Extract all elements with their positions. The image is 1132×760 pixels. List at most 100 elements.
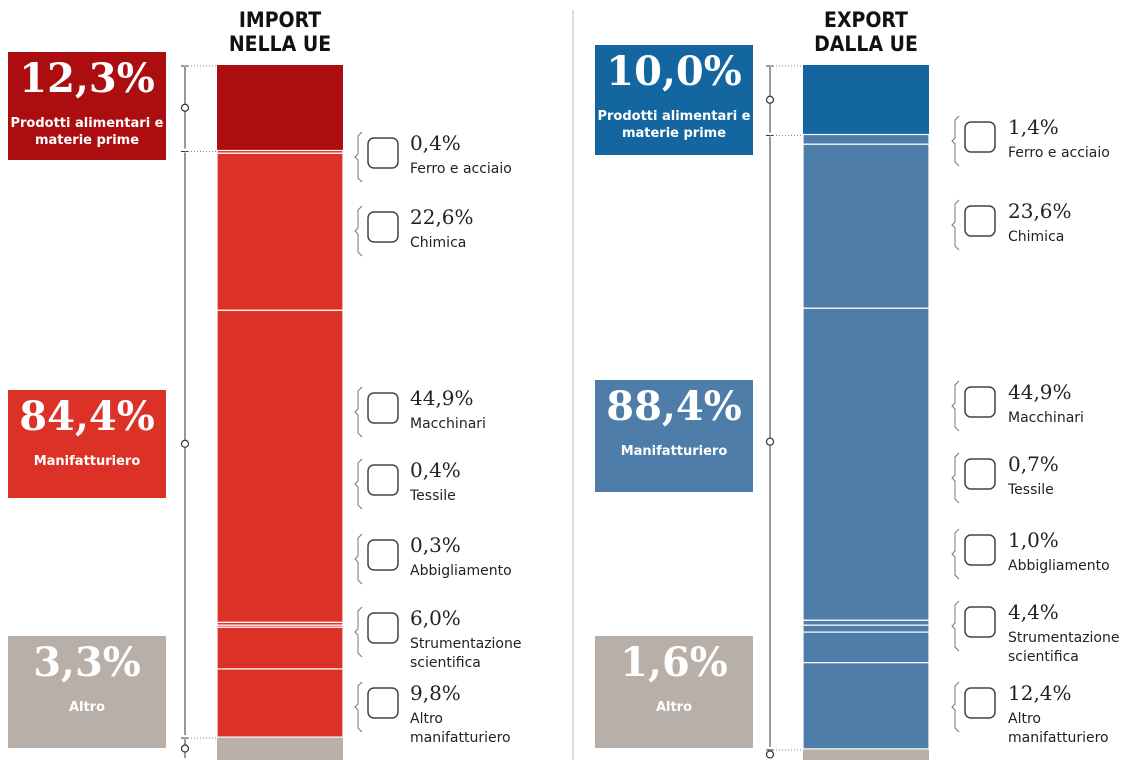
icon bbox=[367, 464, 399, 496]
segment-name-box: Strumentazione scientifica bbox=[1008, 630, 1120, 665]
label-brace bbox=[354, 681, 363, 733]
segment-name: Abbigliamento bbox=[1008, 558, 1110, 574]
label-brace bbox=[354, 205, 363, 257]
bracket-dot bbox=[765, 437, 775, 446]
segment-value: 44,9% bbox=[1008, 380, 1072, 404]
segment bbox=[802, 631, 930, 664]
segment-value: 9,8% bbox=[410, 681, 461, 705]
segment-name-box: Ferro e acciaio bbox=[1008, 145, 1110, 161]
group-box bbox=[595, 380, 753, 492]
group-bar bbox=[217, 65, 343, 151]
segment-value: 4,4% bbox=[1008, 600, 1059, 624]
group-value: 3,3% bbox=[33, 639, 141, 686]
segment-name-box: Altro manifatturiero bbox=[1008, 711, 1109, 746]
label-brace bbox=[951, 199, 960, 251]
group-box bbox=[595, 636, 753, 748]
group-name-box: Altro bbox=[655, 700, 693, 715]
icon bbox=[367, 392, 399, 424]
segment-value: 0,4% bbox=[410, 131, 461, 155]
segment-value: 22,6% bbox=[410, 205, 474, 229]
group-name: Manifatturiero bbox=[620, 444, 728, 459]
icon bbox=[964, 606, 996, 638]
panel-title: DALLA UE bbox=[814, 32, 918, 56]
group-name: Prodotti alimentari e materie prime bbox=[597, 109, 751, 141]
segment bbox=[802, 133, 930, 145]
segment-value: 44,9% bbox=[410, 386, 474, 410]
segment-name: Abbigliamento bbox=[410, 563, 512, 579]
group-bar bbox=[217, 737, 343, 760]
icon bbox=[964, 534, 996, 566]
segment-name: Macchinari bbox=[410, 416, 486, 432]
icon bbox=[964, 121, 996, 153]
segment-name: Ferro e acciaio bbox=[1008, 145, 1110, 161]
segment-value: 0,4% bbox=[410, 458, 461, 482]
segment-name-box: Tessile bbox=[1008, 482, 1054, 498]
segment-name: Ferro e acciaio bbox=[410, 161, 512, 177]
icon bbox=[367, 687, 399, 719]
group-value: 12,3% bbox=[19, 55, 154, 102]
segment-name-box: Tessile bbox=[410, 488, 456, 504]
group-value: 10,0% bbox=[606, 48, 741, 95]
label-brace bbox=[951, 681, 960, 733]
bracket-dot bbox=[180, 439, 190, 448]
label-brace bbox=[951, 115, 960, 167]
segment-name-box: Chimica bbox=[410, 235, 466, 251]
label-brace bbox=[354, 386, 363, 438]
label-brace bbox=[951, 600, 960, 652]
group-box bbox=[8, 390, 166, 498]
label-brace bbox=[951, 452, 960, 504]
segment-name-box: Ferro e acciaio bbox=[410, 161, 512, 177]
label-brace bbox=[354, 533, 363, 585]
segment-name: Strumentazione scientifica bbox=[1008, 630, 1120, 665]
segment bbox=[802, 662, 930, 750]
segment-name-box: Strumentazione scientifica bbox=[410, 636, 522, 671]
segment bbox=[216, 309, 344, 623]
segment-value: 12,4% bbox=[1008, 681, 1072, 705]
group-value: 84,4% bbox=[19, 393, 154, 440]
icon bbox=[367, 137, 399, 169]
segment-name: Tessile bbox=[1008, 482, 1054, 498]
label-brace bbox=[354, 458, 363, 510]
segment bbox=[802, 143, 930, 309]
icon bbox=[367, 211, 399, 243]
group-box bbox=[595, 45, 753, 155]
segment-name: Macchinari bbox=[1008, 410, 1084, 426]
group-box bbox=[8, 52, 166, 160]
segment-name: Altro manifatturiero bbox=[1008, 711, 1109, 746]
panel-title: EXPORT bbox=[824, 8, 908, 32]
group-value: 1,6% bbox=[620, 639, 728, 686]
group-name: Altro bbox=[655, 700, 693, 715]
segment-name-box: Abbigliamento bbox=[1008, 558, 1110, 574]
group-name-box: Manifatturiero bbox=[33, 454, 141, 469]
icon bbox=[964, 386, 996, 418]
segment-value: 1,4% bbox=[1008, 115, 1059, 139]
group-name-box: Manifatturiero bbox=[620, 444, 728, 459]
segment bbox=[802, 307, 930, 621]
label-brace bbox=[951, 380, 960, 432]
bracket-dot bbox=[765, 95, 775, 104]
segment-name-box: Altro manifatturiero bbox=[410, 711, 511, 746]
segment bbox=[802, 619, 930, 626]
label-brace bbox=[354, 606, 363, 658]
group-name: Manifatturiero bbox=[33, 454, 141, 469]
segment-value: 23,6% bbox=[1008, 199, 1072, 223]
segment-value: 0,3% bbox=[410, 533, 461, 557]
group-name: Altro bbox=[68, 700, 106, 715]
segment-name-box: Macchinari bbox=[410, 416, 486, 432]
icon bbox=[964, 205, 996, 237]
icon bbox=[367, 612, 399, 644]
segment bbox=[216, 626, 344, 670]
bracket-dot bbox=[180, 744, 190, 753]
segment-value: 0,7% bbox=[1008, 452, 1059, 476]
segment-value: 6,0% bbox=[410, 606, 461, 630]
segment-value: 1,0% bbox=[1008, 528, 1059, 552]
icon bbox=[367, 539, 399, 571]
segment-name: Altro manifatturiero bbox=[410, 711, 511, 746]
segment bbox=[216, 152, 344, 311]
segment bbox=[216, 668, 344, 738]
group-name-box: Altro bbox=[68, 700, 106, 715]
bracket-dot bbox=[180, 103, 190, 112]
segment-name: Strumentazione scientifica bbox=[410, 636, 522, 671]
group-bar bbox=[803, 748, 929, 760]
